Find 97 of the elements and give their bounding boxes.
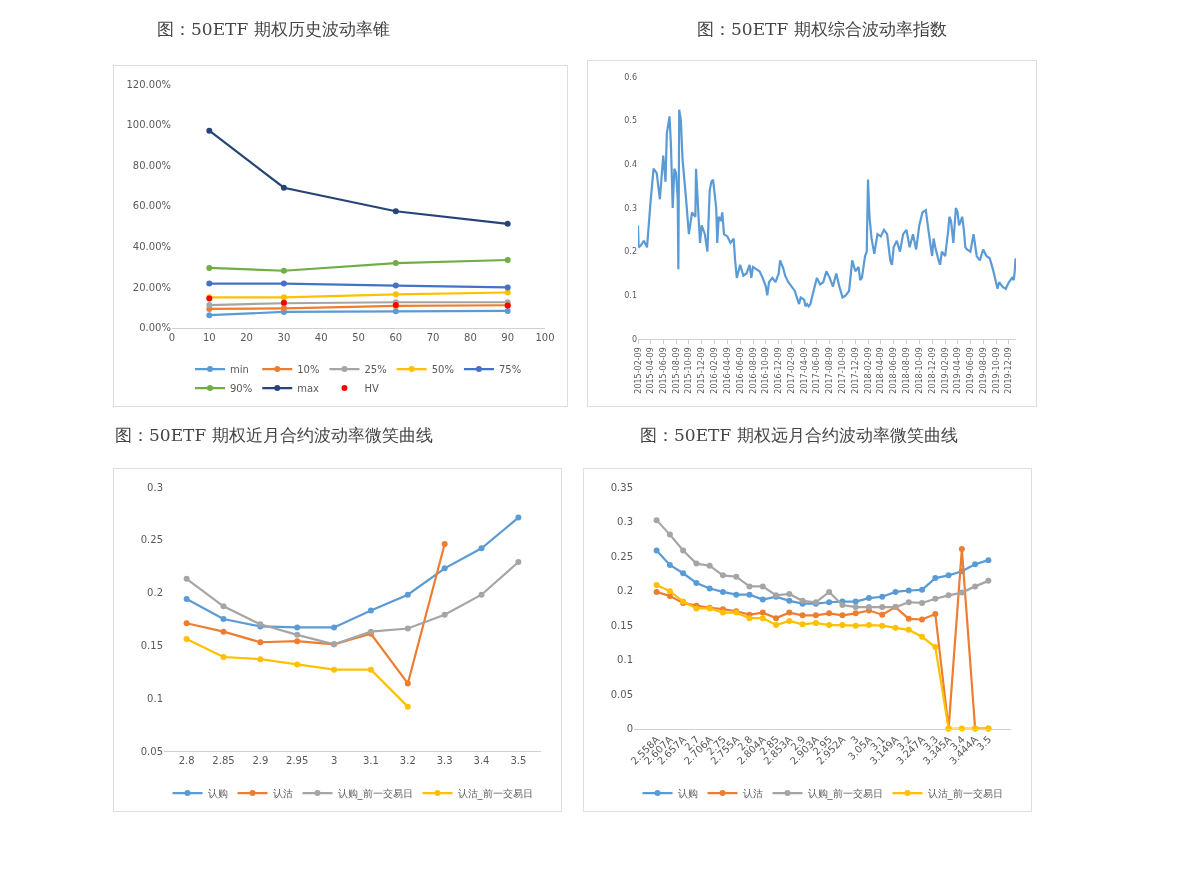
x-tick-label: 2018-10-09 xyxy=(914,347,924,394)
legend-label: 50% xyxy=(431,364,454,375)
x-tick-label: 2.95 xyxy=(286,755,309,766)
legend-label: 25% xyxy=(364,364,387,375)
legend-label: 75% xyxy=(498,364,522,375)
legend-label: 认购 xyxy=(677,787,698,799)
x-tick-label: 3.2 xyxy=(399,755,416,766)
x-tick-label: 2016-02-09 xyxy=(710,347,720,394)
y-tick-label: 0.25 xyxy=(610,550,633,562)
legend-label: min xyxy=(230,364,249,375)
x-tick-label: 2015-10-09 xyxy=(684,347,694,394)
legend-label: 认沽 xyxy=(742,787,763,799)
y-tick-label: 0.1 xyxy=(147,692,163,704)
chart-title: 图：50ETF 期权远月合约波动率微笑曲线 xyxy=(640,424,958,447)
x-tick-label: 2018-06-09 xyxy=(889,347,899,394)
y-tick-label: 0.05 xyxy=(610,688,633,700)
y-tick-label: 0.2 xyxy=(624,247,637,257)
chart-title: 图：50ETF 期权历史波动率锥 xyxy=(157,18,390,41)
y-tick-label: 0.2 xyxy=(147,587,163,599)
x-tick-label: 2017-08-09 xyxy=(825,347,835,394)
chart-title: 图：50ETF 期权近月合约波动率微笑曲线 xyxy=(115,424,433,447)
x-tick-label: 60 xyxy=(389,331,403,343)
x-tick-label: 70 xyxy=(426,331,440,343)
x-tick-label: 2019-02-09 xyxy=(940,347,950,394)
y-tick-label: 0.2 xyxy=(617,585,633,597)
y-tick-label: 0.3 xyxy=(147,481,163,493)
x-tick-label: 2018-12-09 xyxy=(927,347,937,394)
legend-label: 90% xyxy=(230,383,253,394)
y-tick-label: 0.15 xyxy=(610,619,633,631)
x-tick-label: 2017-06-09 xyxy=(812,347,822,394)
x-tick-label: 2016-10-09 xyxy=(761,347,771,394)
x-tick-label: 2019-04-09 xyxy=(953,347,963,394)
x-tick-label: 2018-02-09 xyxy=(864,347,874,394)
legend-label: 认沽_前一交易日 xyxy=(927,787,1003,800)
y-tick-label: 0.00% xyxy=(139,322,171,334)
x-tick-label: 2019-06-09 xyxy=(965,347,975,394)
y-tick-label: 40.00% xyxy=(132,240,171,252)
x-tick-label: 2015-12-09 xyxy=(697,347,707,394)
x-tick-label: 3.5 xyxy=(510,755,527,766)
x-tick-label: 2019-12-09 xyxy=(1004,347,1014,394)
y-tick-label: 0.5 xyxy=(624,116,637,126)
x-tick-label: 2015-02-09 xyxy=(633,347,643,394)
x-tick-label: 2018-04-09 xyxy=(876,347,886,394)
x-tick-label: 2.8 xyxy=(178,755,195,766)
x-tick-label: 100 xyxy=(535,331,555,343)
x-tick-label: 20 xyxy=(240,331,253,343)
x-tick-label: 30 xyxy=(277,331,291,343)
x-tick-label: 3.1 xyxy=(362,755,379,766)
legend-label: 认购_前一交易日 xyxy=(807,787,883,800)
chart-title: 图：50ETF 期权综合波动率指数 xyxy=(697,18,947,41)
y-tick-label: 0.3 xyxy=(617,516,633,528)
y-tick-label: 80.00% xyxy=(132,159,171,171)
legend-label: 认购_前一交易日 xyxy=(337,787,413,800)
y-tick-label: 20.00% xyxy=(132,281,171,293)
x-tick-label: 2018-08-09 xyxy=(902,347,912,394)
x-tick-label: 3.3 xyxy=(436,755,453,766)
x-tick-label: 2019-08-09 xyxy=(978,347,988,394)
x-tick-label: 90 xyxy=(501,331,515,343)
x-tick-label: 2017-12-09 xyxy=(850,347,860,394)
y-tick-label: 0.4 xyxy=(624,160,637,170)
x-tick-label: 2016-04-09 xyxy=(722,347,732,394)
y-tick-label: 100.00% xyxy=(126,119,171,131)
y-tick-label: 0.6 xyxy=(624,72,637,82)
y-tick-label: 0.3 xyxy=(624,203,637,213)
x-tick-label: 2019-10-09 xyxy=(991,347,1001,394)
x-tick-label: 2015-06-09 xyxy=(658,347,668,394)
legend-label: HV xyxy=(364,383,379,394)
x-tick-label: 3 xyxy=(330,755,338,766)
x-tick-label: 2017-10-09 xyxy=(838,347,848,394)
x-tick-label: 10 xyxy=(202,331,216,343)
x-tick-label: 2015-04-09 xyxy=(646,347,655,394)
legend-label: 认沽 xyxy=(272,787,293,799)
x-tick-label: 2015-08-09 xyxy=(671,347,681,394)
x-tick-label: 3.4 xyxy=(473,755,490,766)
x-tick-label: 2017-02-09 xyxy=(787,347,797,394)
x-tick-label: 2017-04-09 xyxy=(799,347,809,394)
legend-label: 认沽_前一交易日 xyxy=(457,787,533,800)
x-tick-label: 2016-08-09 xyxy=(748,347,758,394)
legend-label: 认购 xyxy=(207,787,228,799)
legend-label: max xyxy=(297,383,320,394)
x-tick-label: 2.9 xyxy=(252,755,269,766)
x-tick-label: 2016-12-09 xyxy=(774,347,784,394)
y-tick-label: 0.15 xyxy=(140,639,163,651)
x-tick-label: 2016-06-09 xyxy=(735,347,745,394)
y-tick-label: 0.1 xyxy=(617,654,633,666)
y-tick-label: 0.1 xyxy=(624,291,637,301)
y-tick-label: 0 xyxy=(626,723,633,735)
x-tick-label: 40 xyxy=(314,331,328,343)
x-tick-label: 80 xyxy=(464,331,477,343)
y-tick-label: 0.05 xyxy=(140,745,163,757)
x-tick-label: 2.85 xyxy=(212,755,235,766)
x-tick-label: 50 xyxy=(352,331,365,343)
y-tick-label: 120.00% xyxy=(126,78,171,90)
legend-label: 10% xyxy=(297,364,320,375)
y-tick-label: 0.35 xyxy=(610,481,633,493)
y-tick-label: 0.25 xyxy=(140,534,163,546)
y-tick-label: 60.00% xyxy=(132,200,171,212)
